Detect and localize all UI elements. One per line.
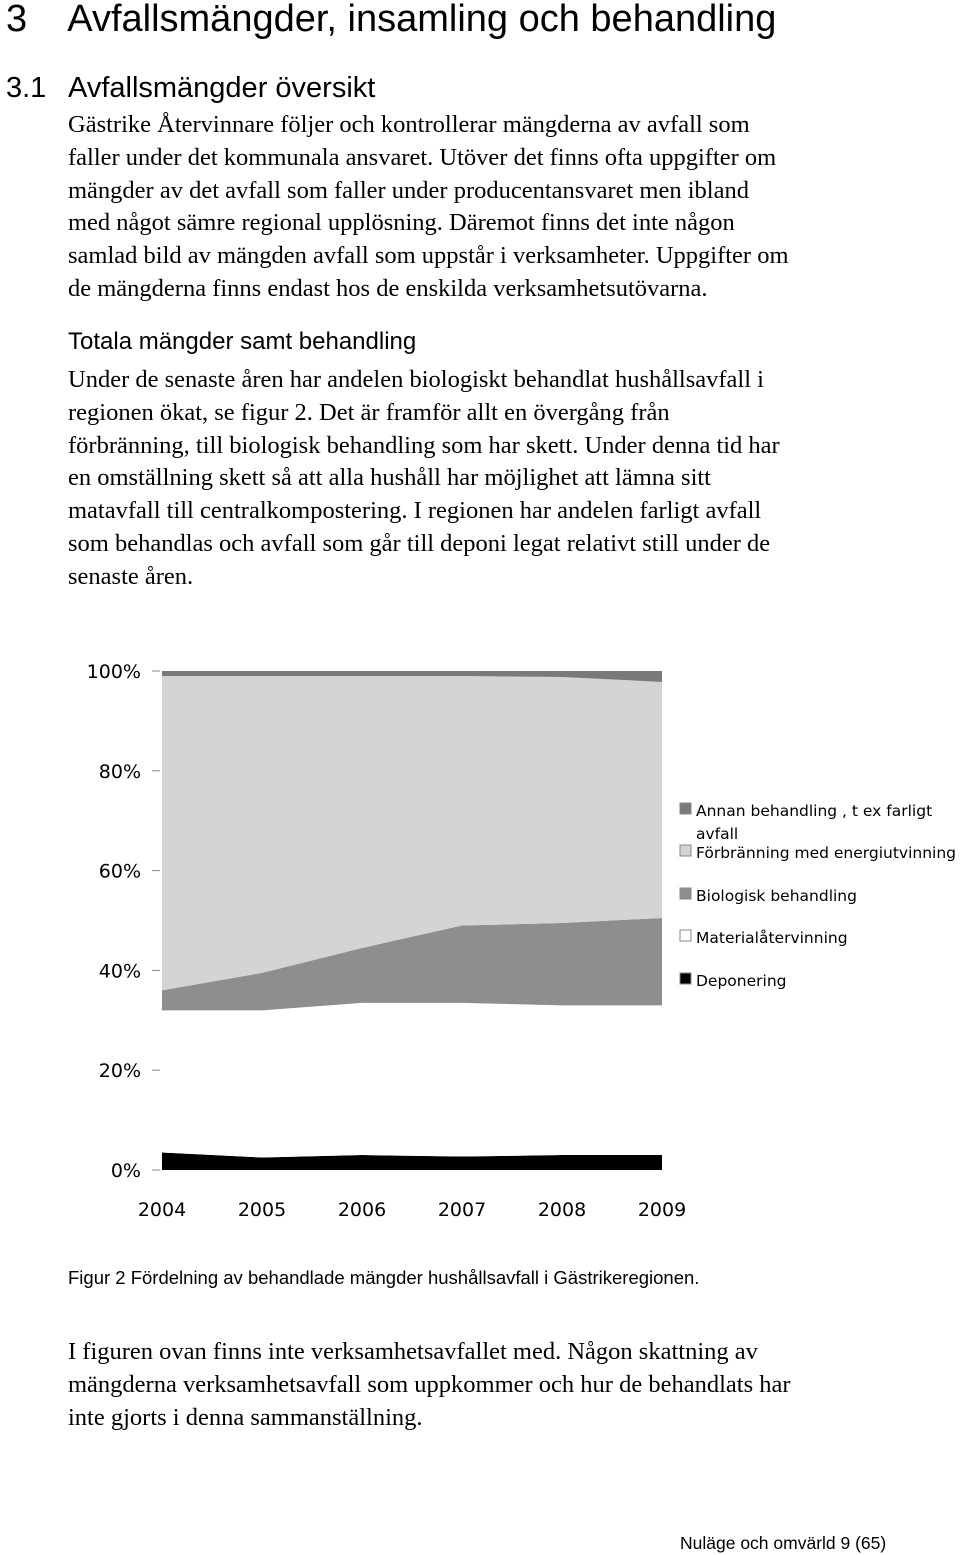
legend-swatch	[679, 929, 692, 942]
paragraph-line: Under de senaste åren har andelen biolog…	[68, 366, 764, 393]
x-tick-label: 2008	[538, 1199, 586, 1221]
paragraph-line: de mängderna finns endast hos de enskild…	[68, 274, 708, 302]
x-tick-label: 2005	[238, 1199, 286, 1221]
section-number: 3.1	[6, 72, 47, 104]
paragraph-line: med något sämre regional upplösning. Där…	[68, 209, 735, 237]
paragraph-line: en omställning skett så att alla hushåll…	[68, 464, 711, 492]
y-tick-label: 0%	[111, 1160, 141, 1182]
area-series-4	[162, 671, 662, 682]
paragraph-line: regionen ökat, se figur 2. Det är framfö…	[68, 398, 670, 426]
section-title: Avfallsmängder översikt	[68, 72, 376, 104]
paragraph-line: faller under det kommunala ansvaret. Utö…	[68, 143, 777, 171]
y-tick-label: 40%	[99, 960, 141, 982]
legend-label: Biologisk behandling	[696, 887, 857, 905]
chart-legend: Annan behandling , t ex farligt avfallFör…	[679, 802, 956, 990]
legend-label: Annan behandling , t ex farligt	[696, 802, 932, 820]
y-tick-label: 80%	[99, 761, 141, 783]
paragraph-treatment: Under de senaste åren har andelen biolog…	[68, 364, 948, 594]
legend-swatch	[679, 972, 692, 985]
subheading: Totala mängder samt behandling	[68, 328, 417, 355]
x-tick-label: 2006	[338, 1199, 386, 1221]
chart-x-axis: 2004 2005 2006 2007 2008 2009	[138, 1199, 686, 1221]
chapter-number: 3	[6, 0, 28, 40]
legend-swatch	[679, 844, 692, 857]
area-series-3	[162, 675, 662, 991]
paragraph-overview: Gästrike Återvinnare följer och kontroll…	[68, 109, 948, 306]
legend-label: Materialåtervinning	[696, 929, 848, 947]
paragraph-line: samlad bild av mängden avfall som uppstå…	[68, 242, 789, 270]
chapter-title: Avfallsmängder, insamling och behandling	[67, 0, 777, 40]
x-tick-label: 2007	[438, 1199, 486, 1221]
paragraph-line: inte gjorts i denna sammanställning.	[68, 1403, 423, 1431]
paragraph-line: som behandlas och avfall som går till de…	[68, 529, 771, 557]
chart-y-axis: 0% 20% 40% 60% 80% 100%	[87, 661, 160, 1182]
x-tick-label: 2004	[138, 1199, 186, 1221]
figure-caption: Figur 2 Fördelning av behandlade mängder…	[68, 1267, 700, 1288]
legend-label: Förbränning med energiutvinning	[696, 844, 956, 862]
legend-swatch	[679, 802, 692, 815]
area-series-1	[162, 1002, 662, 1158]
page-footer: Nuläge och omvärld 9 (65)	[680, 1533, 887, 1553]
y-tick-label: 100%	[87, 661, 141, 683]
stacked-area-chart: 0%20%40%60%80%100% 2004 2005 2006 2007 2008 2…	[87, 661, 956, 1221]
paragraph-line: matavfall till centralkompostering. I re…	[68, 497, 762, 525]
section-heading: 3.1 Avfallsmängder översikt	[6, 70, 375, 106]
paragraph-line: senaste åren.	[68, 562, 194, 590]
paragraph-line: förbränning, till biologisk behandling s…	[68, 431, 780, 459]
legend-swatch	[679, 887, 692, 900]
chapter-heading: 3 Avfallsmängder, insamling och behandli…	[6, 0, 776, 42]
paragraph-line: Gästrike Återvinnare följer och kontroll…	[68, 111, 750, 138]
area-series-0	[162, 1152, 662, 1170]
paragraph-line: mängderna verksamhetsavfall som uppkomme…	[68, 1370, 791, 1398]
paragraph-line: I figuren ovan finns inte verksamhetsavf…	[68, 1338, 758, 1365]
legend-label: Deponering	[696, 972, 787, 990]
legend-label: avfall	[696, 825, 738, 843]
x-tick-label: 2009	[638, 1199, 686, 1221]
paragraph-line: mängder av det avfall som faller under p…	[68, 176, 749, 204]
chart-areas	[162, 671, 662, 1170]
y-tick-label: 20%	[99, 1060, 141, 1082]
y-tick-label: 60%	[99, 861, 141, 883]
paragraph-note: I figuren ovan finns inte verksamhetsavf…	[68, 1336, 948, 1434]
area-series-2	[162, 918, 662, 1011]
